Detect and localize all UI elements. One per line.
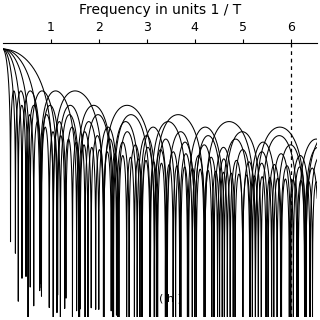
Title: Frequency in units 1 / T: Frequency in units 1 / T [79, 3, 241, 17]
Text: ( h ): ( h ) [159, 293, 182, 303]
